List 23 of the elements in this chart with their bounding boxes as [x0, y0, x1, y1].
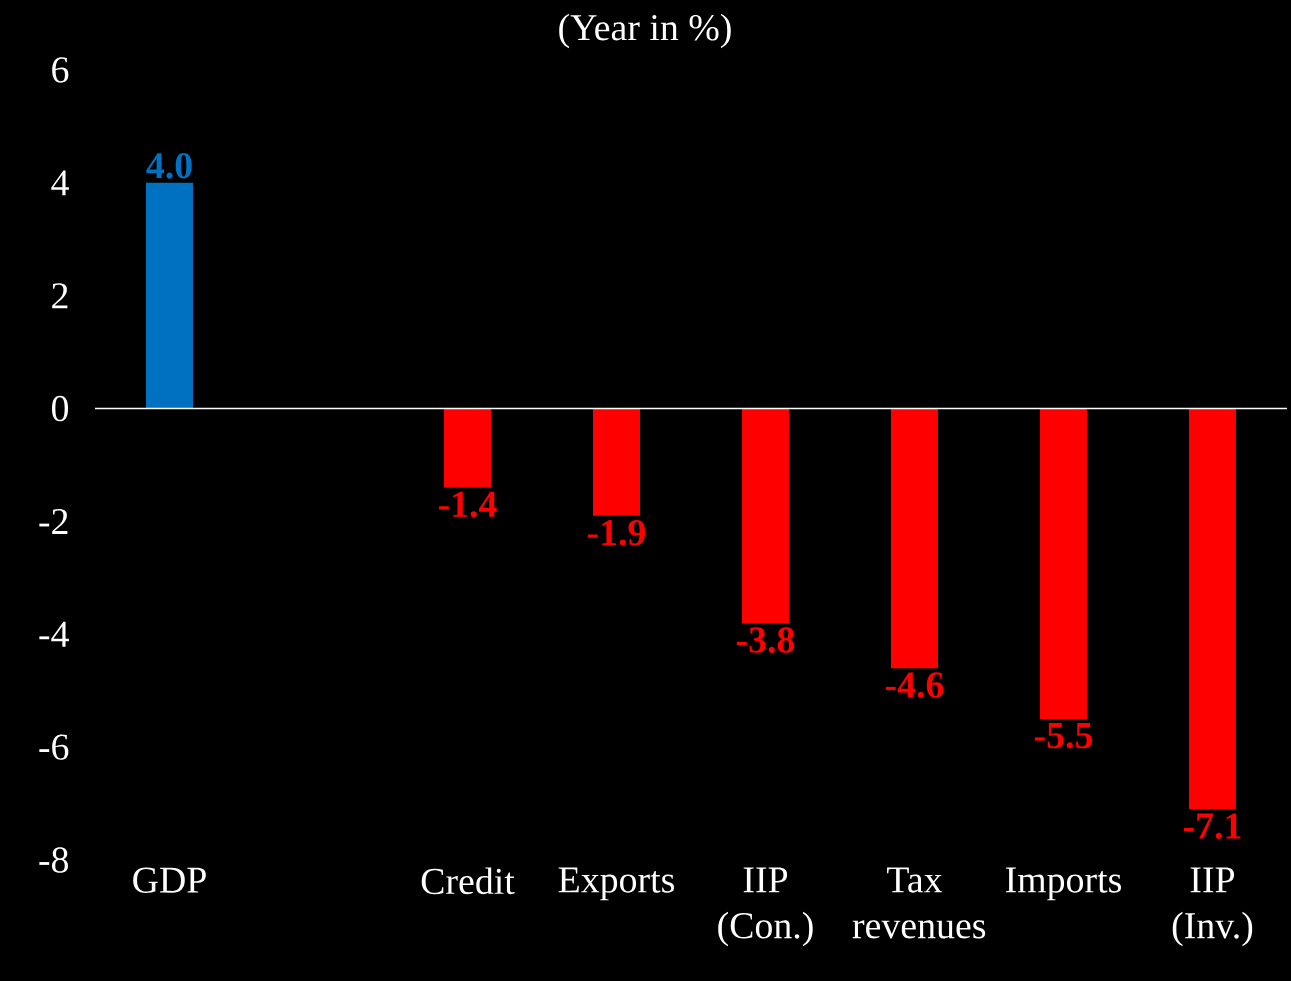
data-label: 4.0	[146, 152, 192, 179]
data-label: -4.6	[885, 672, 944, 698]
data-label: -1.4	[438, 491, 497, 518]
x-tick-label: Tax revenues	[852, 867, 986, 939]
x-tick-label: Imports	[1005, 867, 1121, 901]
y-tick-label: -4	[39, 621, 69, 647]
chart-title: (Year in %)	[559, 13, 731, 49]
data-label: -3.8	[736, 627, 795, 653]
y-tick-label: 0	[51, 395, 69, 422]
data-label: -1.9	[587, 519, 646, 546]
y-tick-label: 4	[51, 170, 69, 196]
x-tick-label: Credit	[421, 867, 515, 895]
y-tick-label: -8	[39, 847, 69, 873]
y-tick-label: 2	[52, 283, 68, 309]
y-tick-label: 6	[52, 57, 69, 83]
x-tick-label: IIP (Con.)	[718, 867, 813, 947]
x-tick-label: Exports	[558, 867, 674, 901]
data-label: -5.5	[1034, 723, 1093, 749]
y-tick-label: -2	[39, 508, 68, 534]
y-tick-label: -6	[39, 734, 69, 760]
x-tick-label: IIP (Inv.)	[1172, 867, 1253, 947]
data-label: -7.1	[1183, 813, 1241, 839]
x-tick-label: GDP	[133, 867, 206, 893]
